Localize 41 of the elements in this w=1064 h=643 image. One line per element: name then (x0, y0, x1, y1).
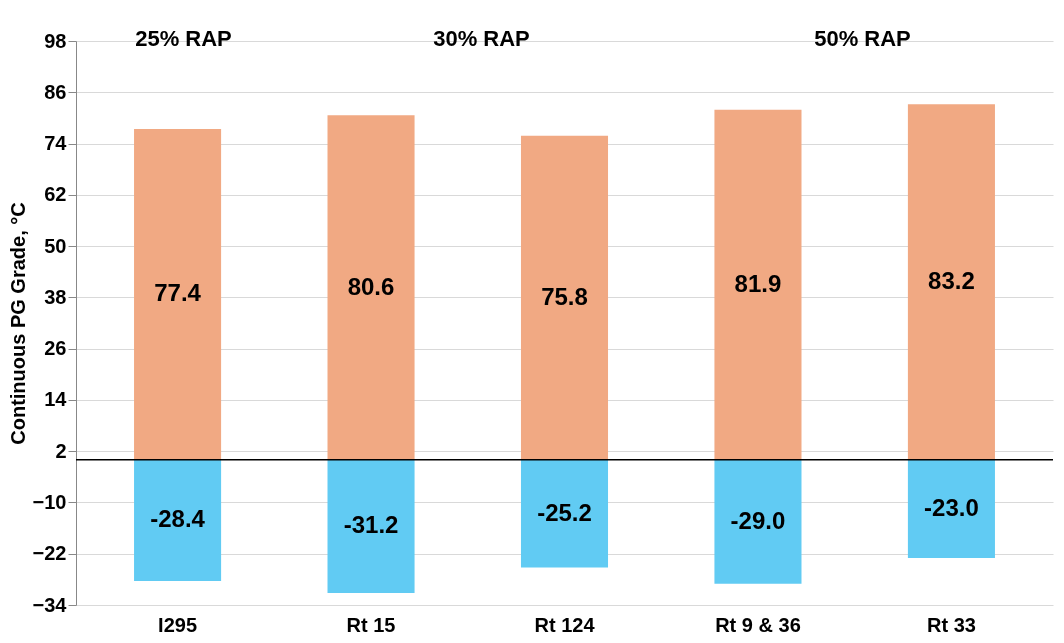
x-tick-label: Rt 9 & 36 (715, 613, 801, 636)
y-tick-label: 86 (44, 80, 67, 103)
annotation: 50% RAP (814, 26, 911, 51)
x-tick-label: I295 (158, 613, 198, 636)
bar (907, 459, 995, 558)
bar (714, 109, 802, 460)
bar (520, 135, 609, 460)
y-tick-label: 50 (44, 234, 67, 257)
y-tick-label: 2 (55, 439, 67, 462)
y-tick-label: 26 (44, 337, 67, 360)
bar (134, 459, 222, 582)
bar (714, 459, 802, 584)
bar (907, 104, 995, 460)
x-tick-label: Rt 124 (534, 613, 596, 636)
text: 81.9 (734, 269, 782, 297)
y-tick-label: 98 (44, 29, 67, 52)
y-tick-label: 14 (44, 388, 68, 411)
text: 75.8 (541, 282, 588, 310)
bar (134, 129, 222, 460)
y-tick-label: −10 (32, 490, 67, 513)
bar (327, 115, 415, 460)
text: -28.4 (150, 505, 205, 533)
text: 77.4 (154, 279, 201, 307)
text: 80.6 (347, 272, 395, 300)
bar (520, 459, 609, 568)
bar (327, 459, 415, 594)
text: -23.0 (924, 493, 979, 521)
text: -31.2 (343, 511, 399, 539)
y-tick-label: 74 (44, 132, 68, 155)
y-tick-label: 62 (44, 183, 67, 206)
annotation: 30% RAP (433, 26, 530, 51)
annotation: 25% RAP (135, 26, 232, 51)
x-tick-label: Rt 15 (346, 613, 396, 636)
text: 83.2 (928, 266, 975, 294)
y-tick-label: −22 (32, 542, 67, 565)
text: -29.0 (730, 506, 786, 534)
y-tick-label: 38 (44, 285, 67, 308)
y-axis-title: Continuous PG Grade, °C (6, 202, 29, 445)
x-tick-label: Rt 33 (926, 613, 976, 636)
y-tick-label: −34 (32, 593, 68, 616)
text: -25.2 (537, 498, 592, 526)
